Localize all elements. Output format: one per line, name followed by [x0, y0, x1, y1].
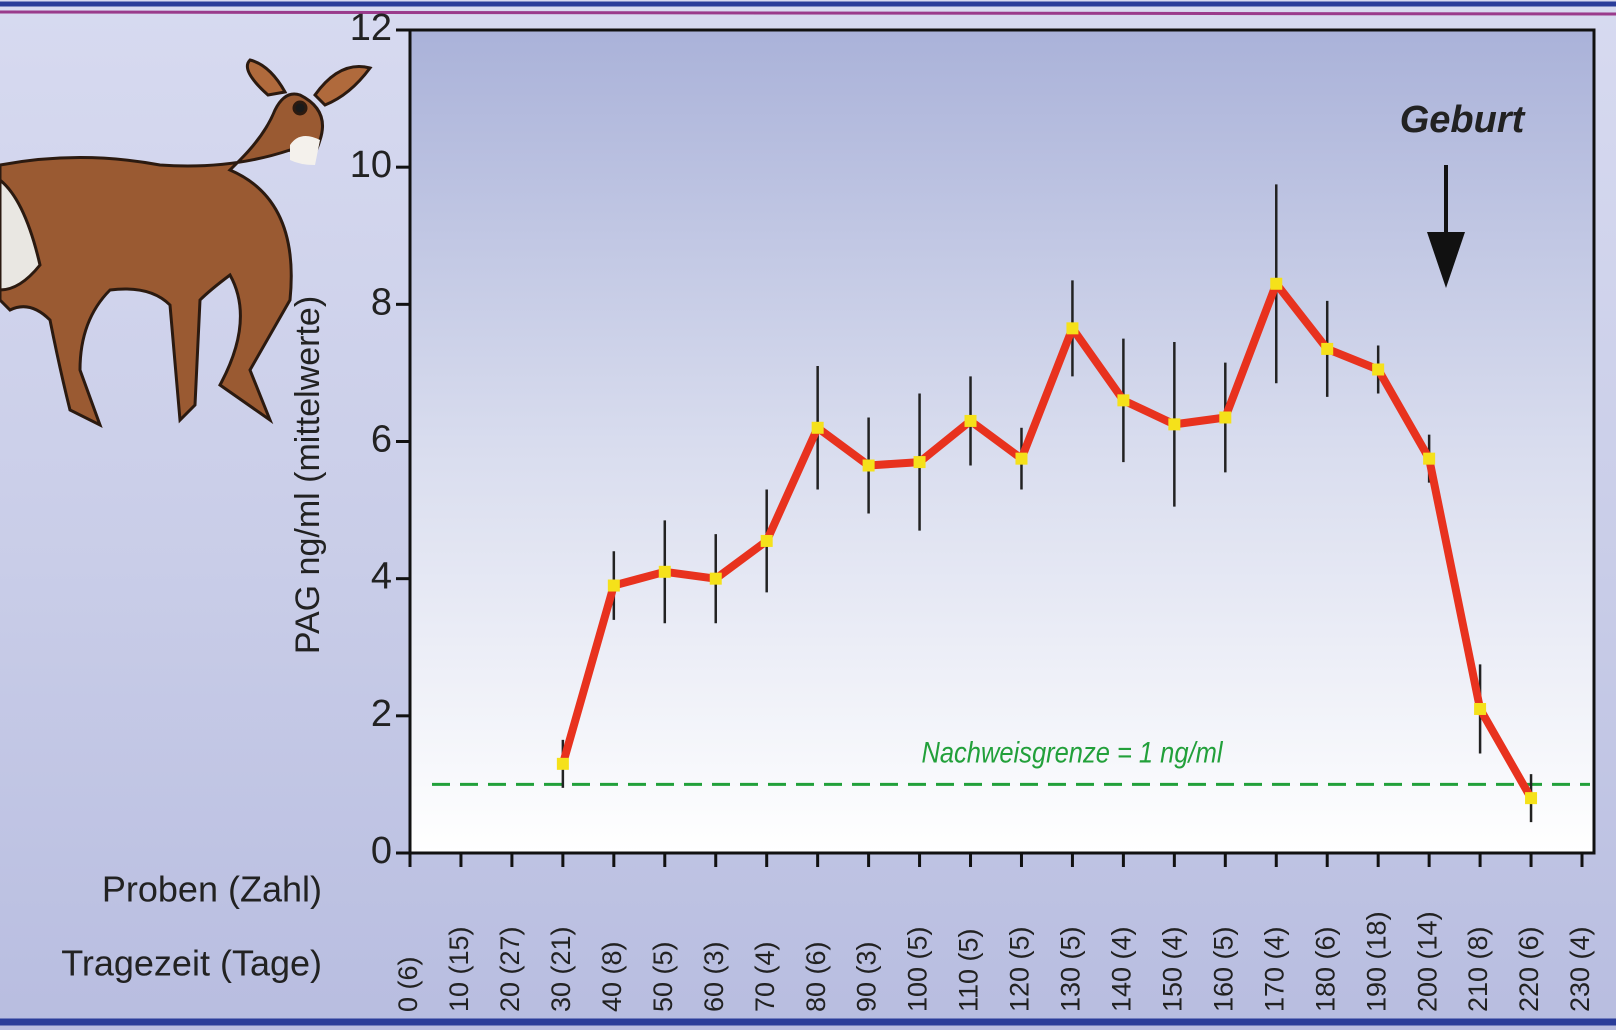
y-axis-label: PAG ng/ml (mittelwerte): [289, 296, 327, 654]
x-tick-label: 60 (3): [699, 941, 729, 1012]
data-line: [559, 279, 1535, 801]
data-point: [1219, 411, 1232, 424]
y-tick-label: 6: [371, 419, 392, 461]
data-point: [1525, 792, 1538, 805]
data-point: [1015, 452, 1028, 465]
data-point: [862, 459, 875, 472]
data-point: [607, 579, 620, 592]
x-tick-label: 90 (3): [852, 941, 882, 1012]
x-tick-label: 40 (8): [597, 941, 627, 1012]
x-tick-label: 20 (27): [495, 926, 525, 1012]
data-point: [709, 572, 722, 585]
data-point: [1474, 702, 1487, 715]
data-point: [1270, 277, 1283, 290]
x-tick-label: 0 (6): [393, 956, 423, 1012]
deer-illustration: [0, 58, 373, 429]
x-tick-label: 10 (15): [444, 926, 474, 1012]
data-point: [913, 456, 926, 469]
x-tick-label: 210 (8): [1463, 926, 1493, 1012]
x-tick-label: 230 (4): [1565, 926, 1595, 1012]
x-tick-label: 180 (6): [1310, 926, 1340, 1012]
row-label: Proben (Zahl): [102, 869, 322, 910]
data-point: [1168, 418, 1181, 431]
annotation-arrow: [1427, 165, 1465, 288]
data-point: [1423, 452, 1436, 465]
x-tick-label: 140 (4): [1107, 926, 1137, 1012]
y-tick-label: 10: [350, 144, 392, 186]
y-tick-label: 0: [371, 830, 392, 872]
x-tick-label: 220 (6): [1514, 926, 1544, 1012]
data-point: [811, 421, 824, 434]
y-tick-label: 8: [371, 281, 392, 323]
x-tick-label: 160 (5): [1208, 926, 1238, 1012]
x-tick-label: 100 (5): [903, 926, 933, 1012]
x-tick-label: 70 (4): [750, 941, 780, 1012]
x-tick-label: 110 (5): [954, 928, 984, 1012]
x-tick-label: 170 (4): [1259, 926, 1289, 1012]
data-point: [1321, 342, 1334, 355]
x-tick-label: 30 (21): [546, 926, 576, 1012]
row-label: Tragezeit (Tage): [61, 943, 322, 984]
data-point: [1117, 394, 1130, 407]
x-tick-label: 190 (18): [1361, 911, 1391, 1012]
y-tick-label: 2: [371, 693, 392, 735]
annotation-text: Geburt: [1400, 99, 1526, 141]
x-tick-label: 200 (14): [1412, 911, 1442, 1012]
x-tick-label: 80 (6): [801, 941, 831, 1012]
data-point: [760, 534, 773, 547]
top-border-accent: [0, 10, 1616, 16]
x-tick-label: 150 (4): [1157, 926, 1187, 1012]
data-point: [556, 757, 569, 770]
data-point: [1066, 322, 1079, 335]
y-tick-label: 12: [350, 7, 392, 49]
x-tick-label: 50 (5): [648, 941, 678, 1012]
y-tick-label: 4: [371, 556, 392, 598]
data-point: [964, 414, 977, 427]
arrow-head: [1427, 232, 1465, 288]
x-tick-label: 130 (5): [1056, 926, 1086, 1012]
detection-limit-label: Nachweisgrenze = 1 ng/ml: [921, 735, 1223, 768]
data-point: [1372, 363, 1385, 376]
data-point: [658, 565, 671, 578]
x-tick-label: 120 (5): [1005, 926, 1035, 1012]
